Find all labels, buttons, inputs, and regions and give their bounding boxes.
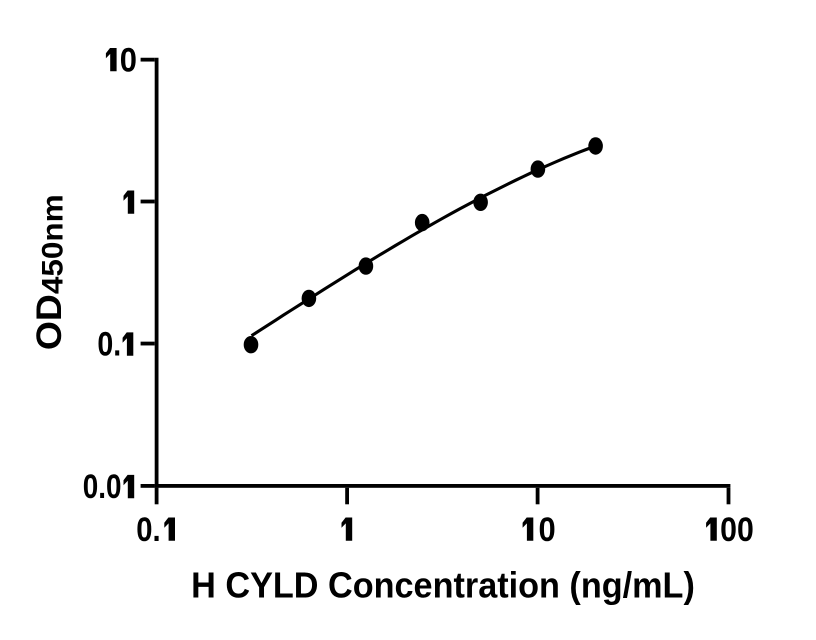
svg-text:OD450nm: OD450nm [29,194,69,350]
svg-text:H CYLD Concentration (ng/mL): H CYLD Concentration (ng/mL) [191,566,695,606]
